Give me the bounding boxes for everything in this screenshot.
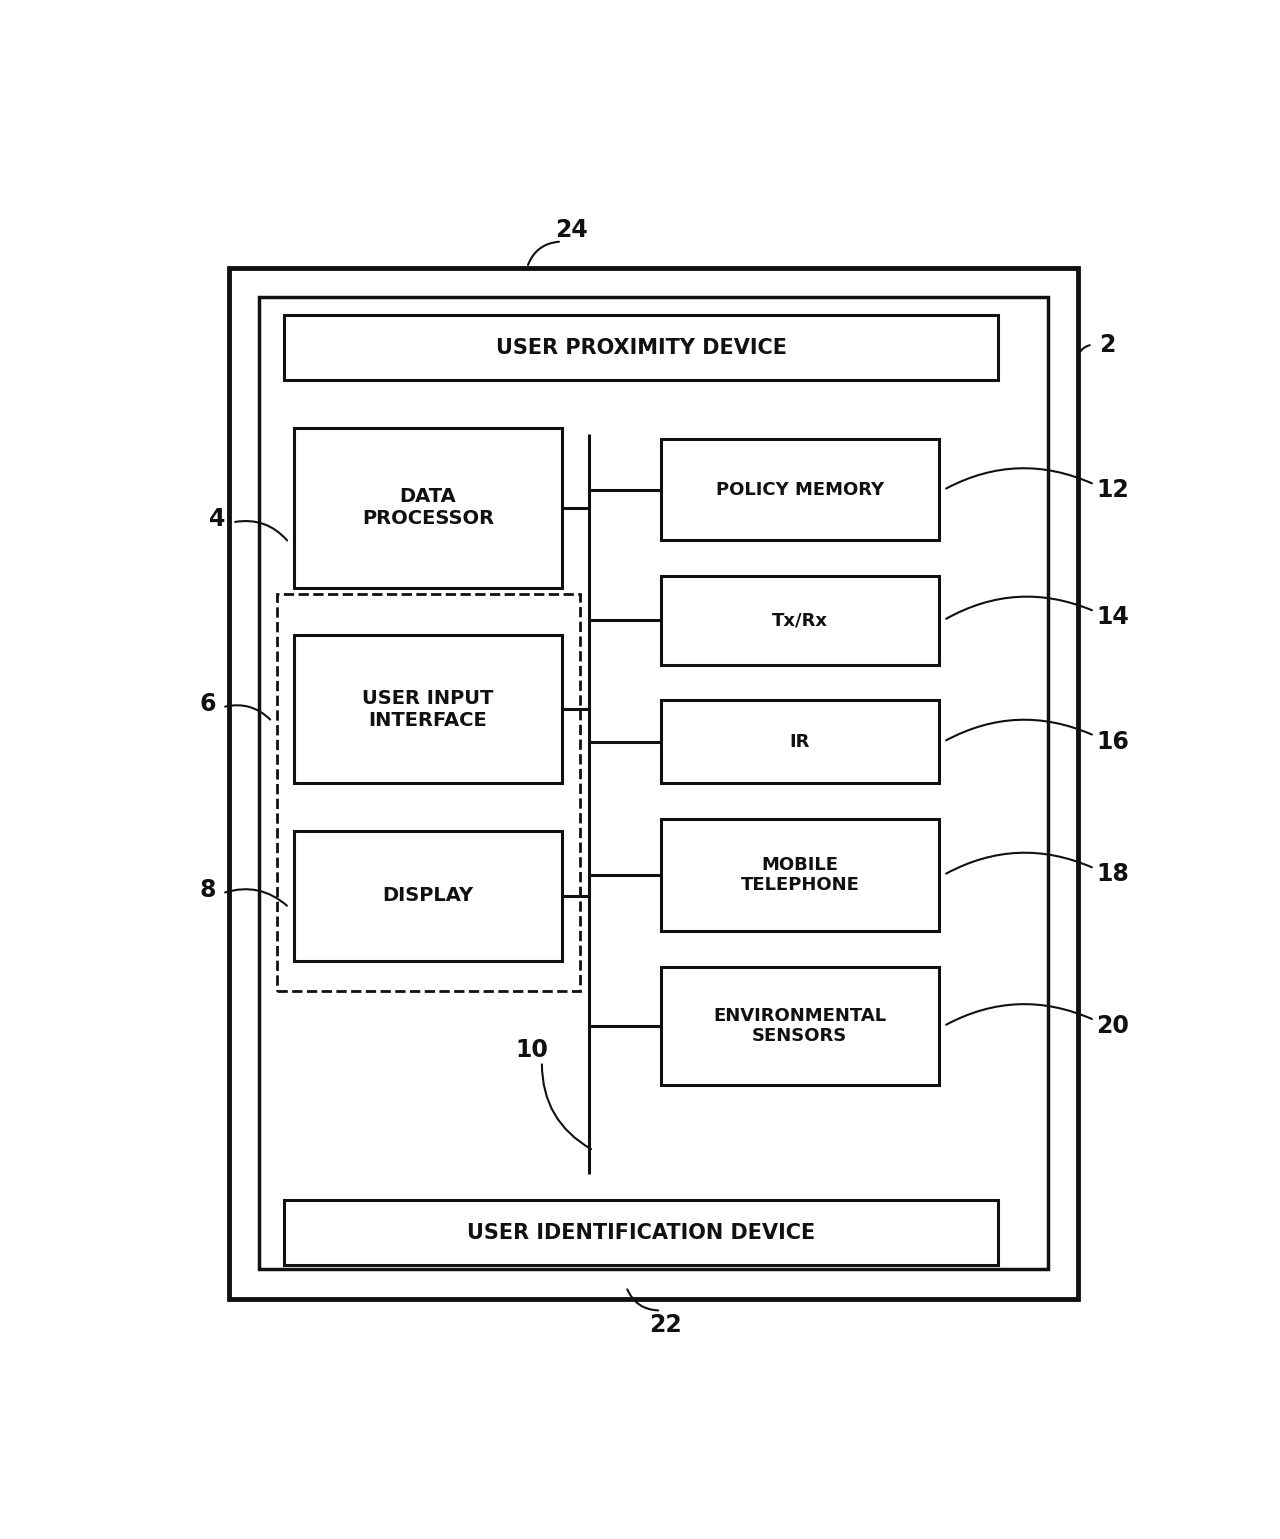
Text: MOBILE
TELEPHONE: MOBILE TELEPHONE (740, 856, 859, 894)
Bar (284, 1200, 998, 1265)
Bar (660, 819, 938, 931)
Text: ENVIRONMENTAL
SENSORS: ENVIRONMENTAL SENSORS (713, 1007, 887, 1045)
Text: Tx/Rx: Tx/Rx (772, 611, 828, 629)
Text: 2: 2 (1100, 332, 1116, 357)
Text: 14: 14 (1096, 605, 1129, 629)
Text: 22: 22 (649, 1313, 682, 1337)
Bar (294, 831, 562, 960)
Text: DISPLAY: DISPLAY (383, 886, 474, 905)
Bar (294, 636, 562, 783)
Bar (660, 576, 938, 665)
Text: USER INPUT
INTERFACE: USER INPUT INTERFACE (362, 688, 494, 729)
Text: 6: 6 (200, 691, 216, 716)
Bar (660, 700, 938, 783)
Bar (284, 315, 998, 380)
Text: DATA
PROCESSOR: DATA PROCESSOR (362, 488, 494, 528)
Text: 20: 20 (1096, 1014, 1129, 1037)
Bar (294, 428, 562, 588)
Text: USER PROXIMITY DEVICE: USER PROXIMITY DEVICE (495, 337, 787, 357)
Text: POLICY MEMORY: POLICY MEMORY (716, 480, 884, 499)
Bar (229, 268, 1078, 1299)
Bar (276, 594, 580, 991)
Text: 10: 10 (516, 1037, 548, 1062)
Text: 8: 8 (200, 877, 216, 902)
Bar (660, 966, 938, 1085)
Text: 24: 24 (556, 217, 588, 242)
Text: 18: 18 (1096, 862, 1129, 886)
Text: 4: 4 (210, 506, 225, 531)
Text: IR: IR (790, 733, 810, 751)
Bar (660, 440, 938, 540)
Text: USER IDENTIFICATION DEVICE: USER IDENTIFICATION DEVICE (467, 1224, 815, 1244)
Bar (259, 297, 1048, 1270)
Text: 16: 16 (1096, 729, 1129, 754)
Text: 12: 12 (1096, 479, 1129, 502)
